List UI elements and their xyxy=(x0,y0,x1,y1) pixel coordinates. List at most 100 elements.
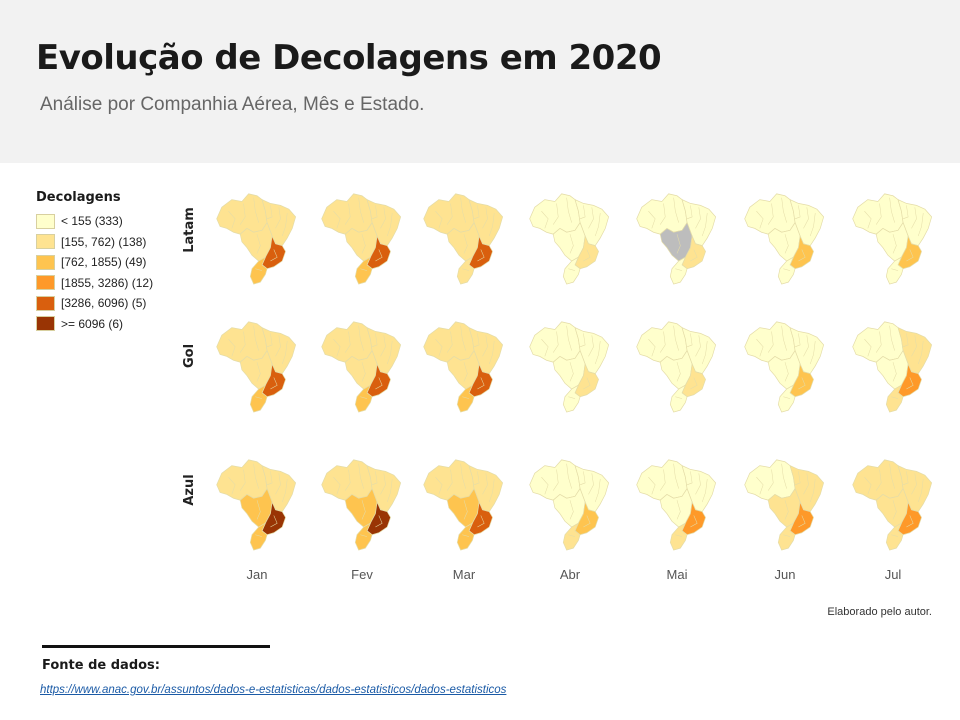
state-border xyxy=(783,268,791,271)
region-south xyxy=(456,522,475,551)
state-border xyxy=(253,463,259,489)
legend-item: < 155 (333) xyxy=(36,211,153,232)
source-link[interactable]: https://www.anac.gov.br/assuntos/dados-e… xyxy=(40,684,507,696)
month-label: Mai xyxy=(667,567,688,582)
month-label: Jun xyxy=(775,567,796,582)
row-label: Gol xyxy=(182,344,197,368)
legend-title: Decolagens xyxy=(36,190,121,205)
state-border xyxy=(687,333,693,348)
state-border xyxy=(569,500,574,520)
state-border xyxy=(333,338,341,357)
state-border xyxy=(477,249,485,262)
legend-swatch xyxy=(36,316,55,332)
region-south xyxy=(562,384,581,413)
month-label: Jul xyxy=(885,567,902,582)
state-border xyxy=(588,473,594,495)
region-south xyxy=(885,256,904,285)
state-border xyxy=(228,210,236,229)
map-azul-fev xyxy=(321,459,402,551)
region-south xyxy=(249,522,268,551)
region-south xyxy=(354,256,373,285)
state-border xyxy=(255,268,263,271)
state-border xyxy=(756,338,764,357)
state-border xyxy=(803,473,809,495)
legend-swatch xyxy=(36,234,55,250)
state-border xyxy=(798,377,806,390)
state-border xyxy=(891,268,899,271)
state-border xyxy=(701,212,708,237)
legend-item: [155, 762) (138) xyxy=(36,232,153,253)
state-border xyxy=(917,478,924,503)
region-south xyxy=(249,384,268,413)
state-border xyxy=(911,207,917,229)
legend-label: [3286, 6096) (5) xyxy=(61,296,147,311)
state-border xyxy=(889,197,895,223)
state-border xyxy=(911,473,917,495)
state-border xyxy=(270,515,278,528)
state-border xyxy=(676,362,681,382)
state-border xyxy=(795,205,801,220)
state-border xyxy=(270,249,278,262)
state-border xyxy=(673,197,679,223)
state-border xyxy=(253,325,259,351)
state-border xyxy=(903,333,909,348)
state-border xyxy=(569,234,574,254)
state-border xyxy=(568,396,576,399)
state-border xyxy=(767,469,774,491)
state-border xyxy=(477,377,485,390)
state-border xyxy=(344,469,351,491)
region-north xyxy=(423,193,475,235)
state-border xyxy=(687,205,693,220)
state-border xyxy=(460,325,466,351)
state-border xyxy=(463,234,468,254)
state-border xyxy=(911,335,917,357)
state-border xyxy=(375,515,383,528)
state-border xyxy=(659,203,666,225)
map-gol-jun xyxy=(744,321,825,413)
state-border xyxy=(673,463,679,489)
state-border xyxy=(360,534,368,537)
state-border xyxy=(783,396,791,399)
state-border xyxy=(676,500,681,520)
state-border xyxy=(267,333,273,348)
region-south xyxy=(249,256,268,285)
state-border xyxy=(380,473,386,495)
map-latam-fev xyxy=(321,193,402,285)
legend-label: < 155 (333) xyxy=(61,214,123,229)
region-north xyxy=(636,193,688,235)
state-border xyxy=(375,249,383,262)
state-border xyxy=(344,331,351,353)
region-south xyxy=(777,384,796,413)
state-border xyxy=(488,212,495,237)
state-border xyxy=(474,471,480,486)
region-north xyxy=(852,459,904,501)
region-south xyxy=(354,522,373,551)
state-border xyxy=(675,534,683,537)
state-border xyxy=(460,463,466,489)
region-north xyxy=(423,459,475,501)
state-border xyxy=(594,478,601,503)
state-border xyxy=(568,534,576,537)
region-north xyxy=(423,321,475,363)
map-gol-abr xyxy=(529,321,610,413)
state-border xyxy=(566,325,572,351)
region-south xyxy=(456,384,475,413)
region-south xyxy=(777,522,796,551)
row-label: Azul xyxy=(182,474,197,505)
map-azul-mai xyxy=(636,459,717,551)
state-border xyxy=(580,205,586,220)
state-border xyxy=(781,325,787,351)
map-grid: Latam Gol Azul Jan Fev Mar Abr Mai Jun Jul xyxy=(182,193,933,582)
state-border xyxy=(687,471,693,486)
state-border xyxy=(256,234,261,254)
state-border xyxy=(255,396,263,399)
map-gol-jul xyxy=(852,321,933,413)
region-north xyxy=(529,459,581,501)
page-subtitle: Análise por Companhia Aérea, Mês e Estad… xyxy=(40,94,425,115)
state-border xyxy=(784,234,789,254)
state-border xyxy=(541,210,549,229)
state-border xyxy=(568,268,576,271)
state-border xyxy=(482,335,488,357)
divider xyxy=(42,645,270,648)
state-border xyxy=(659,331,666,353)
